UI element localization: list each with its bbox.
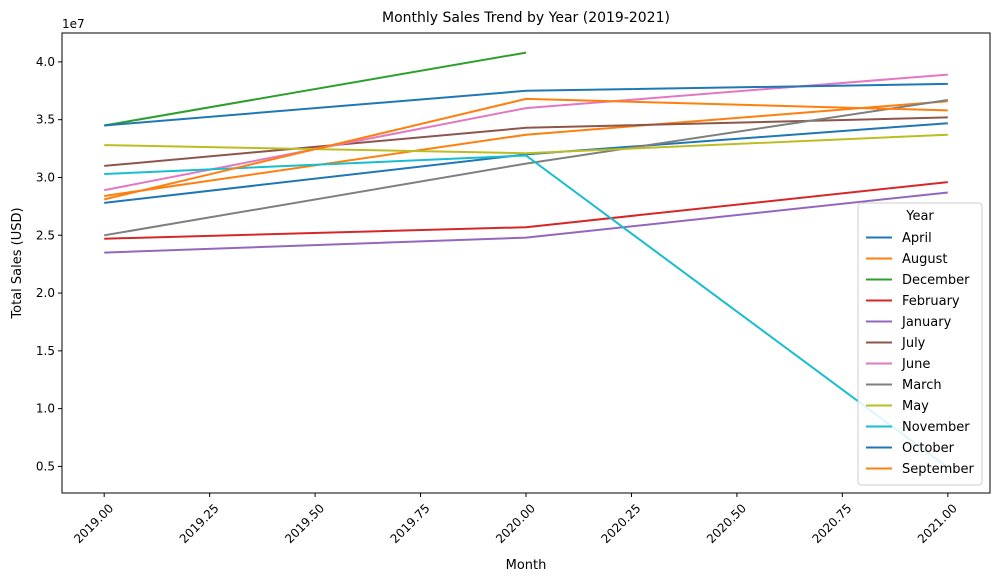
x-tick-label: 2019.50 <box>282 501 327 546</box>
x-tick-label: 2019.25 <box>177 501 222 546</box>
x-tick-label: 2019.00 <box>71 501 116 546</box>
chart-title: Monthly Sales Trend by Year (2019-2021) <box>382 10 670 26</box>
series-line-july <box>104 116 948 167</box>
legend-label: October <box>902 441 955 456</box>
y-tick-label: 4.0 <box>36 55 55 69</box>
y-tick-label: 2.0 <box>36 286 55 300</box>
legend-label: June <box>901 357 930 372</box>
y-tick-label: 2.5 <box>36 228 55 242</box>
legend-label: July <box>901 336 926 351</box>
x-tick-label: 2020.50 <box>704 501 749 546</box>
series-line-february <box>104 181 948 240</box>
series-line-november <box>104 154 949 469</box>
y-axis: 0.5 1.0 1.5 2.0 2.5 3.0 3.5 4.0 <box>36 55 62 473</box>
legend-label: February <box>902 294 960 309</box>
plot-area-frame <box>61 32 991 494</box>
legend-label: September <box>902 462 975 477</box>
x-tick-label: 2019.75 <box>388 501 433 546</box>
x-tick-label: 2020.00 <box>493 501 538 546</box>
legend-label: December <box>902 273 970 288</box>
legend-label: August <box>902 252 948 267</box>
series-line-october <box>104 82 948 127</box>
x-axis: 2019.00 2019.25 2019.50 2019.75 2020.00 2020.… <box>71 493 960 546</box>
series-line-september <box>103 97 948 201</box>
x-tick-label: 2020.25 <box>599 501 644 546</box>
series-line-may <box>104 133 948 155</box>
legend: Year April August December February January Ju… <box>857 202 983 486</box>
y-tick-label: 0.5 <box>36 459 55 473</box>
y-tick-label: 3.5 <box>36 113 55 127</box>
y-tick-label: 1.0 <box>36 402 55 416</box>
x-axis-label: Month <box>506 558 547 573</box>
legend-label: January <box>901 315 952 330</box>
y-axis-label: Total Sales (USD) <box>10 207 25 319</box>
series-line-january <box>104 191 948 254</box>
legend-box <box>857 202 983 486</box>
y-tick-label: 1.5 <box>36 344 55 358</box>
series-line-august <box>104 100 948 197</box>
series-line-march <box>104 99 948 237</box>
y-axis-offset-label: 1e7 <box>62 17 85 31</box>
legend-title: Year <box>905 209 934 224</box>
legend-label: March <box>902 378 942 393</box>
x-tick-label: 2021.00 <box>915 501 960 546</box>
legend-label: April <box>902 231 932 246</box>
y-tick-label: 3.0 <box>36 170 55 184</box>
legend-label: May <box>902 399 929 414</box>
legend-label: November <box>902 420 970 435</box>
x-tick-label: 2020.75 <box>809 501 854 546</box>
series-line-april <box>104 122 948 204</box>
series-line-december <box>104 51 527 127</box>
series-layer <box>103 51 949 469</box>
